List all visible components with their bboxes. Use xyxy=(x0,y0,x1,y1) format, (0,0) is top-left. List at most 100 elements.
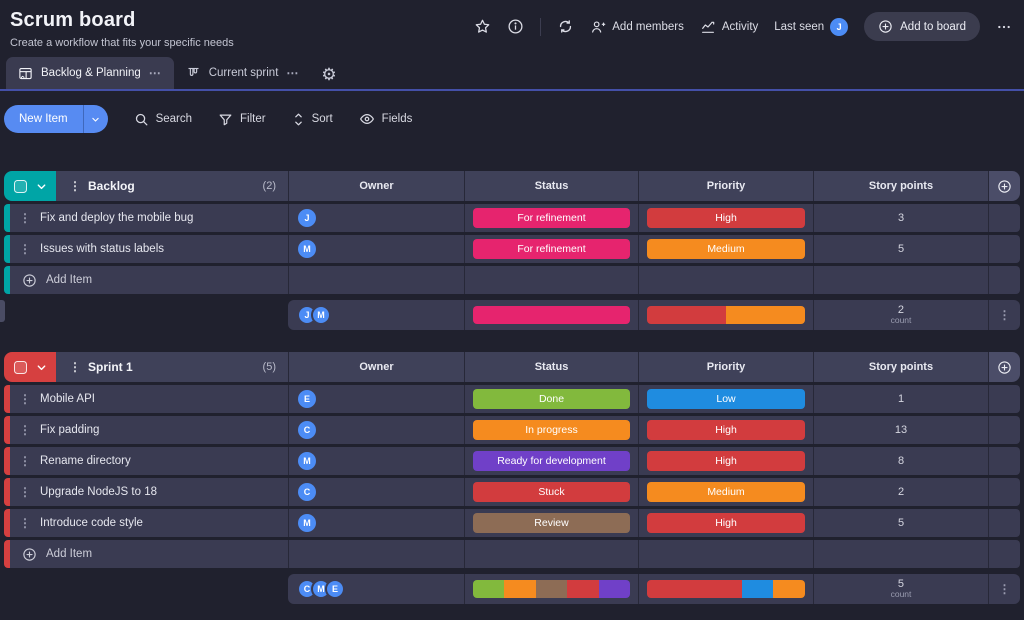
status-cell[interactable]: For refinement xyxy=(464,204,638,232)
story-points-cell[interactable]: 2 xyxy=(813,478,988,506)
group-checkbox[interactable] xyxy=(13,360,27,374)
status-pill[interactable]: For refinement xyxy=(473,239,630,259)
priority-pill[interactable]: Medium xyxy=(647,482,805,502)
priority-cell[interactable]: Medium xyxy=(638,478,813,506)
status-cell[interactable]: Done xyxy=(464,385,638,413)
favorite-button[interactable] xyxy=(474,18,491,35)
owner-avatar[interactable]: M xyxy=(298,452,316,470)
priority-summary-bar-cell[interactable] xyxy=(638,574,813,604)
group-title-cell[interactable]: ⋮ Backlog (2) xyxy=(56,171,288,201)
status-pill[interactable]: Done xyxy=(473,389,630,409)
group-select-cell[interactable] xyxy=(4,171,56,201)
priority-pill[interactable]: High xyxy=(647,420,805,440)
task-name[interactable]: Mobile API xyxy=(40,393,95,405)
column-header-owner[interactable]: Owner xyxy=(288,171,464,201)
priority-summary-bar-cell[interactable] xyxy=(638,300,813,330)
side-panel-handle[interactable] xyxy=(0,300,5,322)
task-name[interactable]: Fix padding xyxy=(40,424,100,436)
integrations-button[interactable] xyxy=(557,18,574,35)
column-header-priority[interactable]: Priority xyxy=(638,352,813,382)
owner-avatar[interactable]: M xyxy=(298,240,316,258)
status-cell[interactable]: In progress xyxy=(464,416,638,444)
search-button[interactable]: Search xyxy=(134,112,192,127)
chevron-down-icon[interactable] xyxy=(36,362,47,373)
task-name-cell[interactable]: ⋮ Issues with status labels xyxy=(10,235,288,263)
story-points-cell[interactable]: 8 xyxy=(813,447,988,475)
task-name[interactable]: Introduce code style xyxy=(40,517,143,529)
drag-handle-icon[interactable]: ⋮ xyxy=(69,360,81,374)
status-cell[interactable]: Stuck xyxy=(464,478,638,506)
owner-cell[interactable]: C xyxy=(288,416,464,444)
summary-menu-cell[interactable]: ⋮ xyxy=(988,300,1020,330)
row-menu-icon[interactable]: ⋮ xyxy=(19,392,31,406)
owner-avatar[interactable]: C xyxy=(298,421,316,439)
gear-icon[interactable]: ⚙ xyxy=(321,65,337,84)
task-name-cell[interactable]: ⋮ Fix and deploy the mobile bug xyxy=(10,204,288,232)
add-item-row[interactable]: Add Item xyxy=(4,266,1020,294)
priority-pill[interactable]: High xyxy=(647,208,805,228)
add-column-button[interactable] xyxy=(988,352,1020,382)
add-column-button[interactable] xyxy=(988,171,1020,201)
row-menu-icon[interactable]: ⋮ xyxy=(19,423,31,437)
priority-cell[interactable]: Low xyxy=(638,385,813,413)
add-item-cell[interactable]: Add Item xyxy=(10,266,288,294)
status-pill[interactable]: Ready for development xyxy=(473,451,630,471)
sort-button[interactable]: Sort xyxy=(292,112,333,127)
status-cell[interactable]: Ready for development xyxy=(464,447,638,475)
summary-menu-cell[interactable]: ⋮ xyxy=(988,574,1020,604)
owner-cell[interactable]: C xyxy=(288,478,464,506)
group-title-cell[interactable]: ⋮ Sprint 1 (5) xyxy=(56,352,288,382)
task-name[interactable]: Upgrade NodeJS to 18 xyxy=(40,486,157,498)
status-summary-bar[interactable] xyxy=(473,580,630,598)
add-item-cell[interactable]: Add Item xyxy=(10,540,288,568)
tab-menu-icon[interactable]: ⋯ xyxy=(148,66,162,80)
summary-menu-icon[interactable]: ⋮ xyxy=(998,308,1011,322)
owner-cell[interactable]: M xyxy=(288,509,464,537)
task-name-cell[interactable]: ⋮ Mobile API xyxy=(10,385,288,413)
filter-button[interactable]: Filter xyxy=(218,112,266,127)
fields-button[interactable]: Fields xyxy=(359,111,412,127)
status-summary-bar-cell[interactable] xyxy=(464,574,638,604)
add-to-board-button[interactable]: Add to board xyxy=(864,12,980,41)
task-name[interactable]: Issues with status labels xyxy=(40,243,165,255)
task-name-cell[interactable]: ⋮ Fix padding xyxy=(10,416,288,444)
status-pill[interactable]: In progress xyxy=(473,420,630,440)
new-item-label[interactable]: New Item xyxy=(4,105,83,133)
status-pill[interactable]: For refinement xyxy=(473,208,630,228)
owner-avatar[interactable]: E xyxy=(325,579,345,599)
task-name-cell[interactable]: ⋮ Rename directory xyxy=(10,447,288,475)
tab-menu-icon[interactable]: ⋯ xyxy=(286,66,300,80)
priority-cell[interactable]: High xyxy=(638,204,813,232)
story-points-cell[interactable]: 1 xyxy=(813,385,988,413)
add-item-row[interactable]: Add Item xyxy=(4,540,1020,568)
priority-cell[interactable]: High xyxy=(638,416,813,444)
owner-avatar[interactable]: M xyxy=(298,514,316,532)
column-header-points[interactable]: Story points xyxy=(813,352,988,382)
priority-pill[interactable]: High xyxy=(647,513,805,533)
priority-pill[interactable]: Low xyxy=(647,389,805,409)
owner-cell[interactable]: J xyxy=(288,204,464,232)
priority-cell[interactable]: High xyxy=(638,509,813,537)
row-menu-icon[interactable]: ⋮ xyxy=(19,211,31,225)
status-pill[interactable]: Review xyxy=(473,513,630,533)
new-item-dropdown[interactable] xyxy=(82,105,108,133)
story-points-cell[interactable]: 5 xyxy=(813,235,988,263)
row-menu-icon[interactable]: ⋮ xyxy=(19,516,31,530)
status-cell[interactable]: Review xyxy=(464,509,638,537)
story-points-cell[interactable]: 3 xyxy=(813,204,988,232)
status-pill[interactable]: Stuck xyxy=(473,482,630,502)
owner-cell[interactable]: M xyxy=(288,235,464,263)
priority-summary-bar[interactable] xyxy=(647,306,805,324)
column-header-status[interactable]: Status xyxy=(464,171,638,201)
add-members-button[interactable]: Add members xyxy=(590,19,684,35)
task-name-cell[interactable]: ⋮ Introduce code style xyxy=(10,509,288,537)
activity-button[interactable]: Activity xyxy=(700,19,758,35)
tab-current-sprint[interactable]: Current sprint ⋯ xyxy=(174,57,312,89)
story-points-cell[interactable]: 5 xyxy=(813,509,988,537)
priority-cell[interactable]: High xyxy=(638,447,813,475)
column-header-owner[interactable]: Owner xyxy=(288,352,464,382)
last-seen-avatar[interactable]: J xyxy=(830,17,849,36)
column-header-points[interactable]: Story points xyxy=(813,171,988,201)
tab-backlog-planning[interactable]: Backlog & Planning ⋯ xyxy=(6,57,174,89)
